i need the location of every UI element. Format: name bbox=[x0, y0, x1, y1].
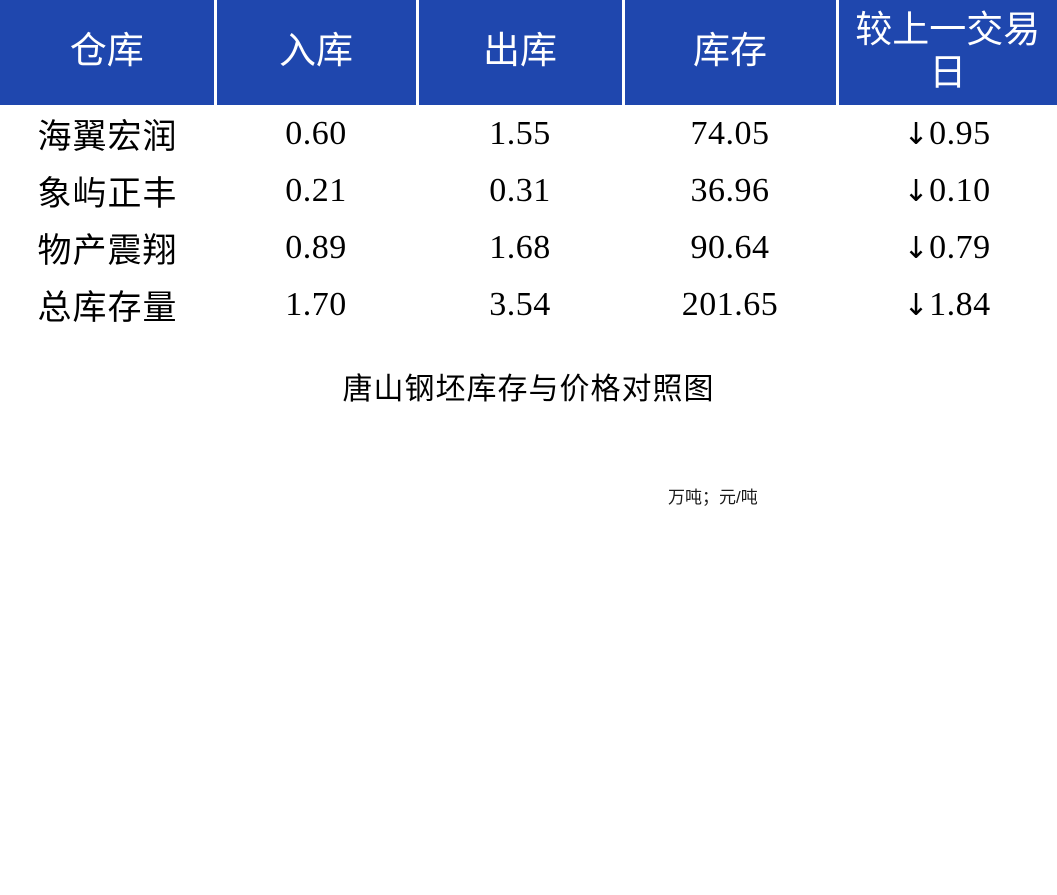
cell-change: ↓0.10 bbox=[837, 162, 1057, 219]
column-header-warehouse: 仓库 bbox=[0, 0, 217, 105]
cell-stock: 201.65 bbox=[681, 285, 779, 323]
inventory-table-wrapper: 仓库 入库 出库 库存 较上一交易日 海翼宏润 0.60 1.55 74.05 ↓0.9… bbox=[0, 0, 1057, 333]
column-header-outbound: 出库 bbox=[417, 0, 625, 105]
column-header-change: 较上一交易日 bbox=[837, 0, 1057, 105]
arrow-down-icon: ↓ bbox=[903, 116, 930, 152]
arrow-down-icon: ↓ bbox=[903, 173, 930, 209]
change-value: 1.84 bbox=[929, 285, 991, 323]
table-row: 海翼宏润 0.60 1.55 74.05 ↓0.95 bbox=[0, 105, 1057, 162]
table-row: 物产震翔 0.89 1.68 90.64 ↓0.79 bbox=[0, 219, 1057, 276]
inventory-table: 仓库 入库 出库 库存 较上一交易日 海翼宏润 0.60 1.55 74.05 ↓0.9… bbox=[0, 0, 1057, 333]
cell-stock: 90.64 bbox=[690, 228, 770, 266]
cell-outbound: 3.54 bbox=[489, 285, 551, 323]
arrow-down-icon: ↓ bbox=[903, 287, 930, 323]
cell-warehouse-name: 象屿正丰 bbox=[37, 176, 178, 213]
cell-inbound: 0.89 bbox=[285, 228, 347, 266]
cell-outbound: 0.31 bbox=[489, 171, 551, 209]
cell-change: ↓0.79 bbox=[837, 219, 1057, 276]
chart-units-label: 万吨；元/吨 bbox=[668, 488, 758, 507]
cell-change: ↓0.95 bbox=[837, 105, 1057, 162]
column-header-inbound: 入库 bbox=[215, 0, 419, 105]
change-value: 0.95 bbox=[929, 114, 991, 152]
change-value: 0.79 bbox=[929, 228, 991, 266]
arrow-down-icon: ↓ bbox=[903, 230, 930, 266]
chart-title: 唐山钢坯库存与价格对照图 bbox=[342, 373, 715, 406]
change-value: 0.10 bbox=[929, 171, 991, 209]
cell-outbound: 1.68 bbox=[489, 228, 551, 266]
chart-area: L G Mi www.lgmi.com 10011012013014015016… bbox=[0, 455, 1057, 895]
column-header-stock: 库存 bbox=[623, 0, 839, 105]
cell-warehouse-name: 物产震翔 bbox=[37, 233, 178, 270]
table-row: 总库存量 1.70 3.54 201.65 ↓1.84 bbox=[0, 276, 1057, 333]
cell-inbound: 0.21 bbox=[285, 171, 347, 209]
table-header-row: 仓库 入库 出库 库存 较上一交易日 bbox=[0, 0, 1057, 105]
cell-warehouse-name: 总库存量 bbox=[37, 290, 178, 327]
cell-stock: 74.05 bbox=[690, 114, 770, 152]
table-row: 象屿正丰 0.21 0.31 36.96 ↓0.10 bbox=[0, 162, 1057, 219]
cell-inbound: 0.60 bbox=[285, 114, 347, 152]
cell-stock: 36.96 bbox=[690, 171, 770, 209]
table-body: 海翼宏润 0.60 1.55 74.05 ↓0.95 象屿正丰 0.21 0.31 36.96 ↓… bbox=[0, 105, 1057, 333]
cell-outbound: 1.55 bbox=[489, 114, 551, 152]
cell-inbound: 1.70 bbox=[285, 285, 347, 323]
cell-warehouse-name: 海翼宏润 bbox=[37, 119, 178, 156]
cell-change: ↓1.84 bbox=[837, 276, 1057, 333]
